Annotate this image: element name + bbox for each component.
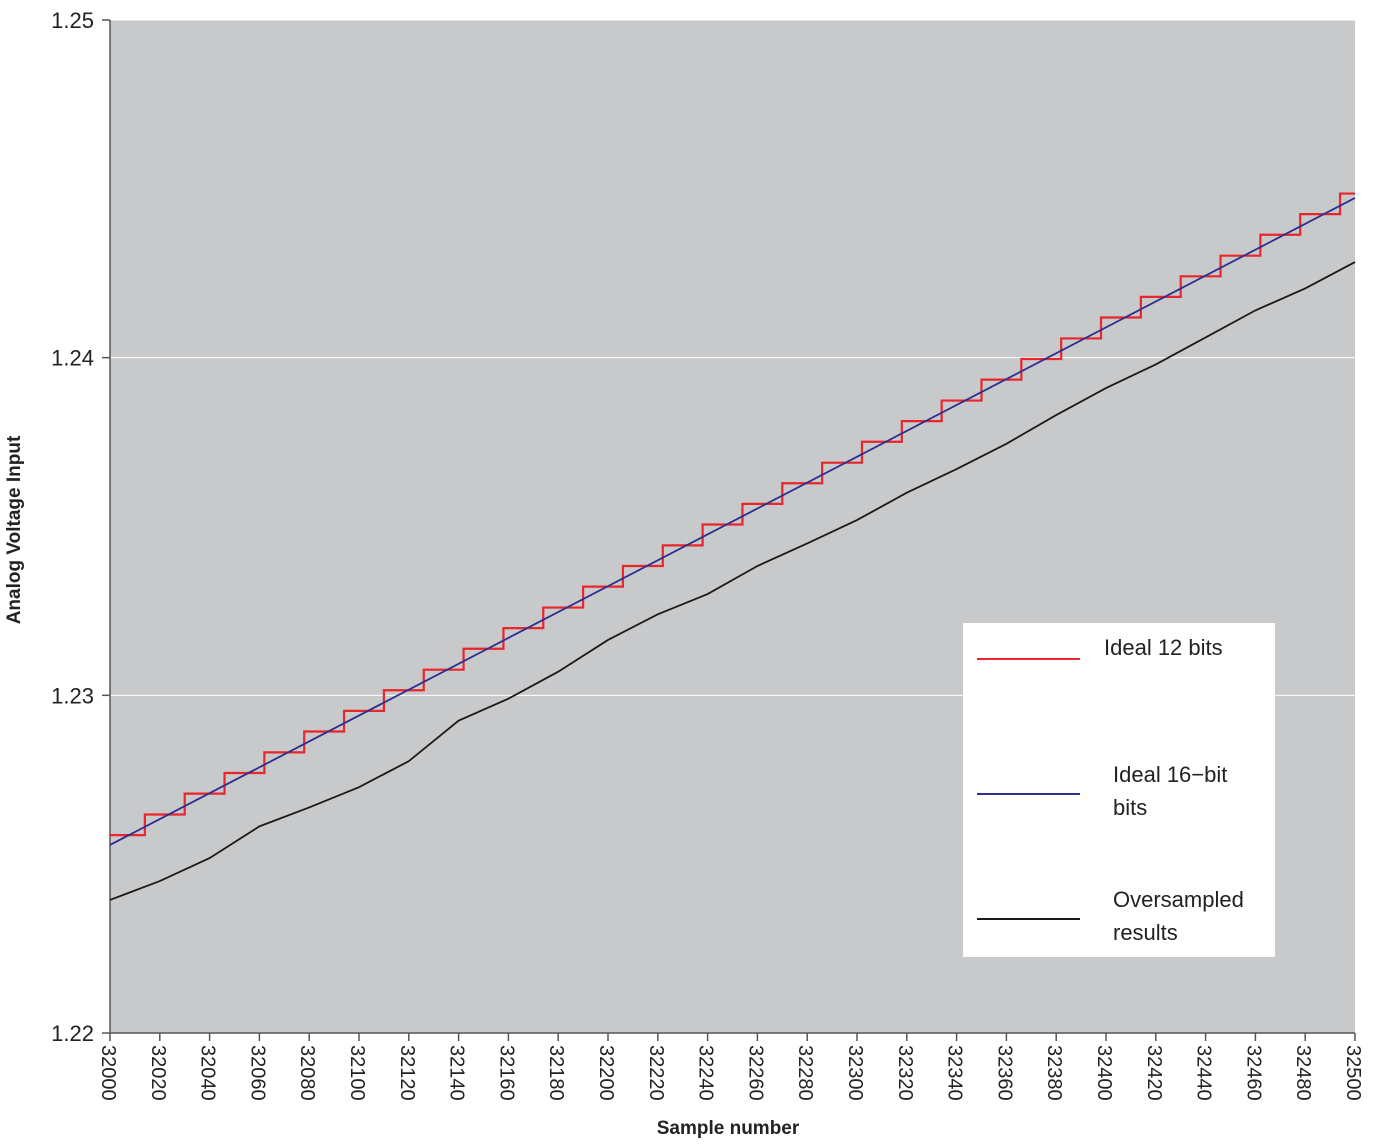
x-tick-label: 32220 — [645, 1045, 667, 1101]
y-tick-label: 1.25 — [51, 8, 94, 33]
y-tick-label: 1.23 — [51, 683, 94, 708]
x-tick-label: 32440 — [1193, 1045, 1215, 1101]
x-tick-label: 32100 — [346, 1045, 368, 1101]
x-axis-title: Sample number — [657, 1118, 800, 1139]
x-tick-label: 32060 — [246, 1045, 268, 1101]
x-tick-label: 32260 — [744, 1045, 766, 1101]
y-tick-label: 1.22 — [51, 1021, 94, 1046]
x-tick-label: 32460 — [1242, 1045, 1264, 1101]
series-line — [110, 192, 1355, 837]
legend-label: Ideal 16−bit bits — [1113, 762, 1227, 820]
x-tick-label: 32280 — [794, 1045, 816, 1101]
x-tick-label: 32320 — [894, 1045, 916, 1101]
series-line — [109, 261, 1356, 901]
series-line — [109, 197, 1356, 846]
x-tick-label: 32480 — [1292, 1045, 1314, 1101]
x-tick-label: 32360 — [993, 1045, 1015, 1101]
legend-label: Ideal 12 bits — [1104, 635, 1223, 660]
x-tick-label: 32180 — [545, 1045, 567, 1101]
x-tick-label: 32160 — [495, 1045, 517, 1101]
x-tick-label: 32420 — [1143, 1045, 1165, 1101]
y-tick-label: 1.24 — [51, 346, 94, 371]
x-tick-label: 32140 — [446, 1045, 468, 1101]
legend — [963, 623, 1275, 957]
x-tick-label: 32120 — [396, 1045, 418, 1101]
x-tick-label: 32400 — [1093, 1045, 1115, 1101]
x-tick-label: 32200 — [595, 1045, 617, 1101]
x-tick-label: 32300 — [844, 1045, 866, 1101]
x-tick-label: 32500 — [1342, 1045, 1364, 1101]
x-tick-label: 32000 — [97, 1045, 119, 1101]
y-axis-title: Analog Voltage Input — [4, 435, 25, 624]
x-tick-label: 32020 — [147, 1045, 169, 1101]
legend-label: Oversampled results — [1113, 887, 1244, 945]
x-tick-label: 32040 — [197, 1045, 219, 1101]
x-tick-label: 32340 — [944, 1045, 966, 1101]
x-tick-label: 32380 — [1043, 1045, 1065, 1101]
x-tick-label: 32080 — [296, 1045, 318, 1101]
x-tick-label: 32240 — [695, 1045, 717, 1101]
